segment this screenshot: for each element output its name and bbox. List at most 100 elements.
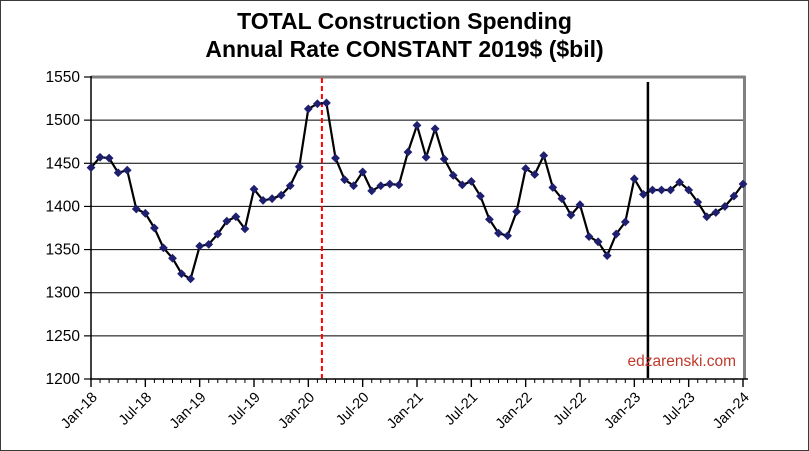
y-tick-label: 1400	[46, 198, 81, 215]
data-point-marker	[457, 180, 467, 190]
data-point-marker	[358, 167, 368, 177]
data-point-marker	[131, 204, 141, 214]
watermark-text: edzarenski.com	[627, 353, 736, 370]
data-point-marker	[503, 231, 512, 241]
x-tick-label: Jul-21	[442, 390, 481, 429]
data-point-marker	[738, 179, 748, 189]
y-tick-label: 1500	[46, 112, 81, 129]
x-tick-label: Jan-22	[493, 390, 536, 433]
data-point-marker	[557, 194, 567, 204]
data-point-marker	[666, 185, 675, 195]
x-tick-label: Jan-24	[710, 390, 753, 433]
data-point-marker	[430, 124, 440, 134]
y-tick-label: 1250	[46, 328, 81, 345]
data-point-marker	[222, 216, 232, 226]
data-point-marker	[385, 179, 395, 189]
data-point-marker	[521, 164, 531, 173]
data-point-marker	[539, 151, 549, 160]
data-point-marker	[186, 274, 196, 284]
data-point-marker	[231, 212, 241, 222]
data-point-marker	[593, 237, 603, 247]
data-point-marker	[276, 190, 286, 200]
chart-title-line2: Annual Rate CONSTANT 2019$ ($bil)	[205, 36, 604, 62]
data-point-marker	[548, 183, 558, 192]
x-tick-label: Jan-19	[167, 390, 210, 433]
data-point-marker	[403, 147, 413, 157]
data-point-marker	[439, 154, 449, 164]
data-point-marker	[86, 163, 96, 172]
y-tick-label: 1450	[46, 155, 81, 172]
data-point-marker	[149, 223, 159, 233]
data-point-marker	[258, 195, 268, 205]
data-point-marker	[684, 185, 694, 195]
data-point-marker	[177, 269, 186, 279]
data-point-marker	[213, 229, 223, 239]
data-point-marker	[267, 194, 277, 204]
x-axis: Jan-18 Jul-18 Jan-19 Jul-19 Jan-20 Jul-20 Jan-…	[58, 379, 753, 432]
y-tick-label: 1550	[46, 69, 81, 86]
data-point-marker	[331, 153, 340, 163]
data-point-marker	[240, 224, 250, 234]
data-point-marker	[584, 232, 594, 242]
x-tick-label: Jan-18	[58, 390, 101, 433]
data-point-marker	[729, 191, 739, 201]
x-tick-label: Jul-22	[551, 390, 590, 429]
data-point-marker	[204, 239, 214, 249]
data-point-marker	[122, 165, 132, 175]
data-point-marker	[195, 241, 205, 251]
data-point-marker	[620, 217, 630, 227]
data-point-marker	[494, 228, 503, 238]
data-point-marker	[711, 208, 721, 217]
plot-border	[90, 75, 748, 380]
x-tick-label: Jul-19	[225, 390, 264, 429]
x-tick-label: Jan-20	[275, 390, 318, 433]
data-point-marker	[303, 104, 313, 114]
data-point-marker	[638, 189, 648, 199]
y-axis: 1200 1250 1300 1350 1400 1450 1500 1550	[46, 69, 91, 388]
data-point-marker	[611, 229, 621, 239]
data-point-marker	[602, 251, 612, 261]
data-point-marker	[285, 181, 295, 191]
x-tick-label: Jan-23	[601, 390, 644, 433]
data-point-marker	[140, 208, 150, 218]
y-tick-label: 1200	[46, 371, 81, 388]
data-point-marker	[657, 185, 666, 195]
data-point-marker	[294, 162, 304, 172]
data-point-marker	[421, 152, 431, 162]
data-point-marker	[312, 99, 322, 109]
data-point-marker	[566, 210, 576, 220]
data-point-marker	[322, 98, 331, 108]
data-point-marker	[113, 168, 123, 178]
data-point-marker	[394, 180, 404, 190]
y-tick-label: 1350	[46, 242, 81, 259]
data-point-marker	[412, 120, 422, 130]
x-tick-label: Jul-18	[116, 390, 155, 429]
data-point-marker	[720, 202, 730, 211]
data-point-marker	[349, 181, 359, 191]
chart-title: TOTAL Construction Spending Annual Rate …	[1, 7, 808, 63]
y-tick-label: 1300	[46, 285, 81, 302]
x-tick-label: Jul-20	[333, 390, 372, 429]
data-point-marker	[376, 181, 386, 191]
chart-title-line1: TOTAL Construction Spending	[237, 8, 572, 34]
data-point-marker	[485, 214, 494, 224]
data-point-marker	[702, 212, 712, 222]
data-point-marker	[104, 153, 114, 163]
data-point-marker	[168, 253, 177, 263]
gridlines	[91, 119, 744, 337]
data-point-marker	[575, 200, 585, 210]
data-point-marker	[675, 177, 685, 187]
data-series	[86, 98, 748, 284]
data-point-marker	[448, 170, 458, 180]
data-point-marker	[629, 174, 639, 184]
data-point-marker	[530, 170, 540, 179]
x-tick-label: Jan-21	[384, 390, 427, 433]
data-point-marker	[475, 191, 485, 201]
x-tick-label: Jul-23	[659, 390, 698, 429]
data-point-marker	[466, 177, 476, 186]
data-point-marker	[159, 243, 168, 253]
data-point-marker	[95, 152, 105, 162]
data-point-marker	[512, 207, 522, 217]
